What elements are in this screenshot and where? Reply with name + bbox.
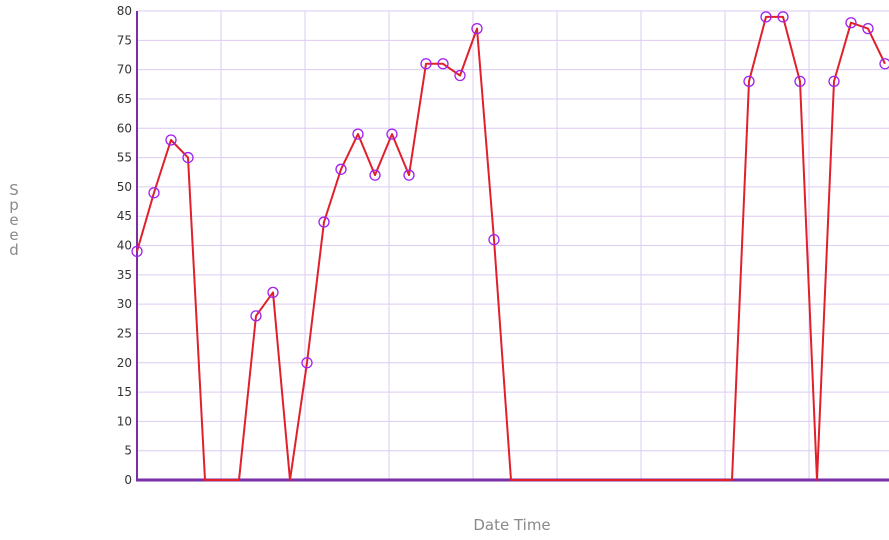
data-point — [454, 69, 466, 82]
data-point — [131, 245, 143, 258]
y-tick-label: 60 — [117, 121, 132, 135]
y-tick-label: 5 — [124, 444, 132, 458]
data-point — [352, 128, 364, 140]
speed-series-line — [136, 15, 886, 481]
y-tick-label: 45 — [117, 209, 132, 223]
y-tick-label: 70 — [117, 63, 132, 77]
data-point — [250, 310, 262, 322]
y-tick-label: 0 — [124, 473, 132, 487]
y-tick-label: 20 — [117, 356, 132, 370]
data-point — [488, 233, 500, 246]
series-speed — [136, 15, 886, 481]
data-point — [743, 75, 755, 87]
data-point — [318, 216, 330, 228]
data-point — [845, 17, 857, 29]
y-tick-label: 65 — [117, 92, 132, 106]
data-point — [437, 58, 449, 70]
data-point — [777, 11, 789, 23]
data-point — [165, 134, 177, 146]
grid — [137, 10, 889, 480]
y-tick-label: 10 — [117, 414, 132, 428]
y-tick-label: 40 — [117, 239, 132, 253]
data-point — [862, 22, 874, 35]
data-point — [420, 58, 432, 70]
data-point — [182, 151, 194, 164]
data-point — [794, 75, 806, 87]
data-point — [148, 187, 160, 199]
data-point — [828, 75, 840, 87]
y-tick-label: 50 — [117, 180, 132, 194]
y-axis-ticks: 0 5 10 15 20 25 30 35 40 45 50 55 60 65 70 75 80 — [117, 4, 132, 487]
x-axis-title: Date Time — [473, 516, 550, 534]
y-tick-label: 55 — [117, 151, 132, 165]
data-point — [267, 286, 279, 299]
data-markers — [131, 11, 889, 369]
y-tick-label: 15 — [117, 385, 132, 399]
data-point — [760, 11, 772, 23]
data-point — [301, 357, 313, 369]
y-tick-label: 35 — [117, 268, 132, 282]
data-point — [369, 169, 381, 181]
y-tick-label: 75 — [117, 33, 132, 47]
data-point — [335, 163, 347, 175]
data-point — [386, 128, 398, 140]
y-tick-label: 80 — [117, 4, 132, 18]
data-point — [879, 58, 889, 70]
data-point — [403, 169, 415, 181]
y-tick-label: 25 — [117, 326, 132, 340]
y-tick-label: 30 — [117, 297, 132, 311]
data-point — [471, 22, 483, 35]
